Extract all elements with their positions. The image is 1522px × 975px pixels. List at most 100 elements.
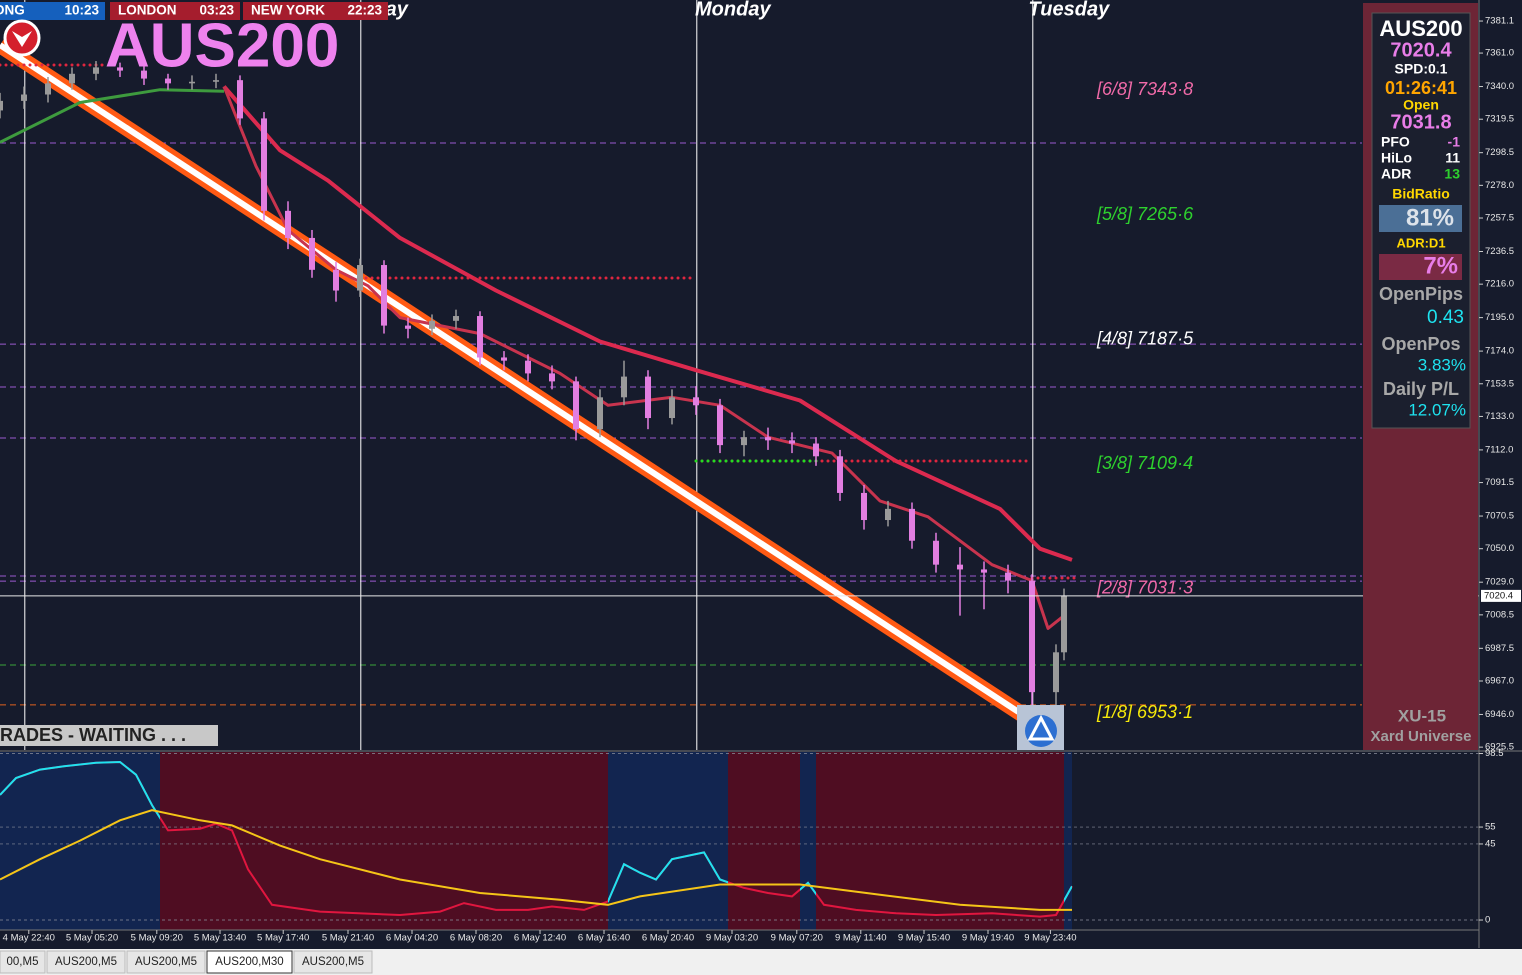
axes: 98.5 55 45 0 7381.1 7361.0 7340.0 7319.5 7298.5 7… bbox=[3, 16, 1521, 944]
x-tick-label: 9 May 23:40 bbox=[1024, 933, 1076, 944]
y-tick-label: 7257.5 bbox=[1485, 213, 1514, 224]
panel-row-value: -1 bbox=[1448, 134, 1461, 150]
candle-body bbox=[285, 210, 291, 238]
y-tick-label: 7008.5 bbox=[1485, 609, 1514, 620]
y-tick-label: 7050.0 bbox=[1485, 543, 1514, 554]
candle-body bbox=[1029, 580, 1035, 693]
y-tick-label: 6925.5 bbox=[1485, 742, 1514, 753]
candle-body bbox=[525, 360, 531, 374]
session-label: Tuesday bbox=[1028, 0, 1110, 20]
level-label: [2/8] 7031·3 bbox=[1096, 577, 1193, 597]
x-tick-label: 6 May 16:40 bbox=[578, 933, 630, 944]
candle-body bbox=[381, 265, 387, 326]
session-label: ay bbox=[386, 0, 409, 20]
candle-body bbox=[501, 357, 507, 361]
x-tick-label: 6 May 20:40 bbox=[642, 933, 694, 944]
y-tick-label: 7133.0 bbox=[1485, 411, 1514, 422]
candle-body bbox=[693, 397, 699, 406]
y-tick-label: 7236.5 bbox=[1485, 246, 1514, 257]
candle-body bbox=[1061, 595, 1067, 653]
x-tick-label: 9 May 11:40 bbox=[835, 933, 887, 944]
x-tick-label: 9 May 15:40 bbox=[898, 933, 950, 944]
clock-time: 10:23 bbox=[64, 3, 99, 18]
level-label: [3/8] 7109·4 bbox=[1096, 453, 1193, 473]
candle-body bbox=[765, 437, 771, 441]
y-tick-label: 45 bbox=[1485, 838, 1496, 849]
signal-zone bbox=[1064, 752, 1072, 930]
level-label: [4/8] 7187·5 bbox=[1096, 328, 1194, 348]
candle-body bbox=[357, 265, 363, 291]
signal-zone bbox=[160, 752, 608, 930]
y-tick-label: 0 bbox=[1485, 915, 1490, 926]
candle-body bbox=[549, 373, 555, 382]
candle-body bbox=[861, 492, 867, 521]
candle-body bbox=[429, 320, 435, 329]
x-tick-label: 5 May 13:40 bbox=[194, 933, 246, 944]
tab[interactable] bbox=[126, 950, 206, 974]
tab[interactable] bbox=[0, 950, 46, 974]
candle-body bbox=[669, 397, 675, 419]
panel-adr-label: ADR:D1 bbox=[1396, 235, 1445, 250]
candle-body bbox=[957, 564, 963, 570]
tab-label: AUS200,M5 bbox=[302, 956, 364, 968]
candle-body bbox=[261, 118, 267, 211]
x-tick-label: 6 May 04:20 bbox=[386, 933, 438, 944]
price-tag bbox=[1481, 589, 1521, 602]
x-tick-label: 5 May 09:20 bbox=[131, 933, 183, 944]
clock-time: 03:23 bbox=[199, 3, 234, 18]
y-tick-label: 7112.0 bbox=[1485, 444, 1513, 455]
candle-body bbox=[93, 67, 99, 74]
candle-body bbox=[189, 81, 195, 84]
symbol-title: AUS200 bbox=[105, 11, 339, 80]
clock-box bbox=[0, 2, 105, 20]
tab[interactable] bbox=[293, 950, 373, 974]
x-tick-label: 4 May 22:40 bbox=[3, 933, 55, 944]
candle-body bbox=[597, 397, 603, 430]
panel-openpips: 0.43 bbox=[1427, 307, 1464, 328]
panel-spread: SPD:0.1 bbox=[1395, 61, 1448, 77]
panel-open-label: Open bbox=[1403, 97, 1439, 113]
panel-row-label: ADR bbox=[1381, 166, 1411, 182]
panel-bidratio-label: BidRatio bbox=[1392, 186, 1450, 202]
panel-dailypl-label: Daily P/L bbox=[1383, 379, 1459, 399]
y-tick-label: 7278.0 bbox=[1485, 180, 1514, 191]
panel-row-label: PFO bbox=[1381, 134, 1410, 150]
candle-body bbox=[741, 437, 747, 446]
y-tick-label: 55 bbox=[1485, 822, 1496, 833]
adr-box bbox=[1379, 254, 1462, 280]
status-text: RADES - WAITING . . . bbox=[0, 725, 186, 745]
level-label: [6/8] 7343·8 bbox=[1096, 79, 1193, 99]
clock-city: NEW YORK bbox=[251, 3, 325, 18]
y-tick-label: 7153.5 bbox=[1485, 378, 1514, 389]
clock-city: G KONG bbox=[0, 3, 25, 18]
logo-mark bbox=[12, 31, 32, 47]
y-tick-label: 7091.5 bbox=[1485, 477, 1514, 488]
level-label: [5/8] 7265·6 bbox=[1096, 204, 1194, 224]
candle-body bbox=[309, 237, 315, 270]
panel-openpos: 3.83% bbox=[1418, 355, 1466, 374]
candle-body bbox=[21, 94, 27, 101]
candle-body bbox=[69, 73, 75, 84]
moving-average bbox=[222, 85, 1073, 562]
brand-logo-mark bbox=[1027, 714, 1055, 741]
candle-body bbox=[1005, 572, 1011, 581]
x-tick-label: 9 May 03:20 bbox=[706, 933, 758, 944]
candle-body bbox=[405, 325, 411, 329]
panel-symbol: AUS200 bbox=[1379, 16, 1462, 41]
candle-body bbox=[813, 443, 819, 457]
tab[interactable] bbox=[46, 950, 126, 974]
candle-body bbox=[885, 508, 891, 521]
candle-body bbox=[165, 78, 171, 84]
candle-body bbox=[0, 100, 3, 111]
y-tick-label: 7216.0 bbox=[1485, 279, 1514, 290]
tab-label: AUS200,M30 bbox=[215, 956, 283, 968]
clock-time: 22:23 bbox=[347, 3, 382, 18]
x-tick-label: 5 May 21:40 bbox=[322, 933, 374, 944]
y-tick-label: 7029.0 bbox=[1485, 577, 1514, 588]
y-tick-label: 98.5 bbox=[1485, 748, 1504, 759]
candle-body bbox=[477, 316, 483, 358]
tab[interactable] bbox=[206, 950, 293, 974]
signal-line bbox=[0, 809, 1072, 911]
brand: XU-15 bbox=[1398, 706, 1446, 725]
